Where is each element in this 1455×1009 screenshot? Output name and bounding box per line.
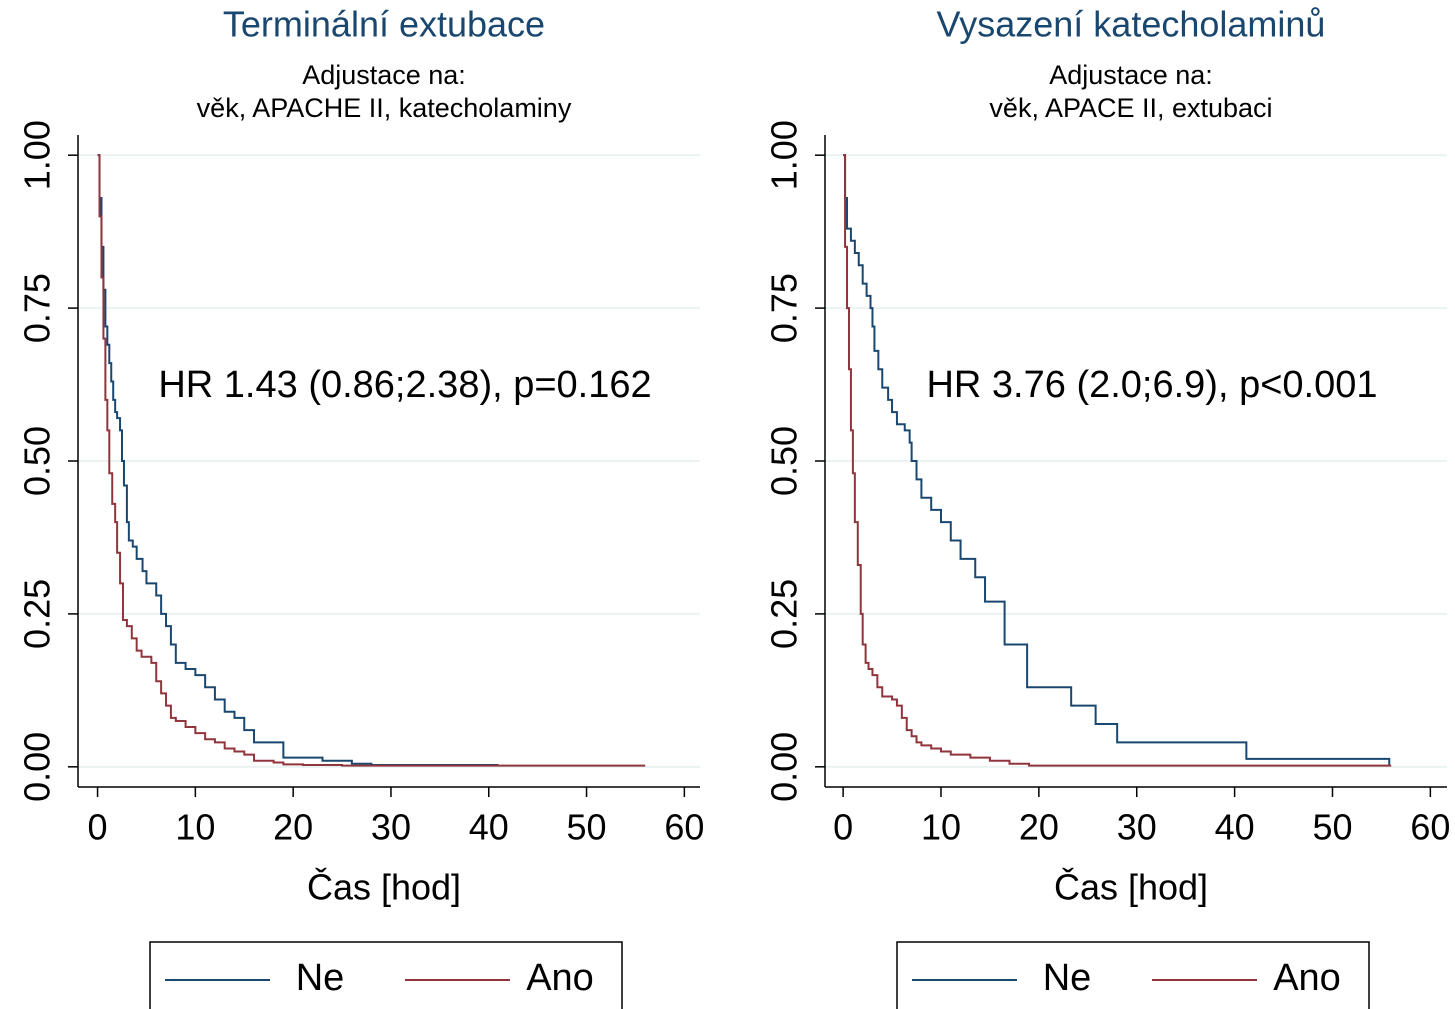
x-axis-label: Čas [hod] xyxy=(1054,867,1208,908)
y-tick-label: 0.25 xyxy=(764,579,805,649)
x-tick-label: 20 xyxy=(1019,807,1059,848)
x-tick-label: 40 xyxy=(469,807,509,848)
x-tick-label: 60 xyxy=(1410,807,1450,848)
survival-curve xyxy=(843,154,1391,765)
y-tick-label: 0.75 xyxy=(764,273,805,343)
x-tick-label: 0 xyxy=(88,807,108,848)
y-tick-label: 0.75 xyxy=(17,273,58,343)
x-tick-label: 50 xyxy=(1312,807,1352,848)
chart-subtitle: Adjustace na: xyxy=(1049,60,1213,90)
chart-subtitle: Adjustace na: xyxy=(302,60,466,90)
x-axis-label: Čas [hod] xyxy=(307,867,461,908)
survival-curve xyxy=(97,154,646,767)
legend-label: Ne xyxy=(296,957,345,999)
y-tick-label: 1.00 xyxy=(17,120,58,190)
survival-curve xyxy=(97,154,499,766)
y-tick-label: 0.00 xyxy=(17,732,58,802)
legend-box xyxy=(896,941,1370,1009)
annotation: HR 3.76 (2.0;6.9), p<0.001 xyxy=(926,364,1377,406)
chart-title: Vysazení katecholaminů xyxy=(937,4,1326,45)
chart-subtitle: věk, APACHE II, katecholaminy xyxy=(197,93,572,123)
legend-box xyxy=(149,941,623,1009)
y-tick-label: 0.25 xyxy=(17,579,58,649)
y-tick-label: 1.00 xyxy=(764,120,805,190)
y-tick-label: 0.00 xyxy=(764,732,805,802)
y-tick-label: 0.50 xyxy=(764,426,805,496)
x-tick-label: 30 xyxy=(371,807,411,848)
legend-label: Ano xyxy=(1273,957,1341,999)
x-tick-label: 60 xyxy=(664,807,704,848)
legend-label: Ne xyxy=(1043,957,1092,999)
chart-title: Terminální extubace xyxy=(223,4,545,45)
y-tick-label: 0.50 xyxy=(17,426,58,496)
survival-curve xyxy=(843,154,1392,767)
x-tick-label: 10 xyxy=(175,807,215,848)
x-tick-label: 50 xyxy=(567,807,607,848)
legend-label: Ano xyxy=(526,957,594,999)
x-tick-label: 40 xyxy=(1215,807,1255,848)
annotation: HR 1.43 (0.86;2.38), p=0.162 xyxy=(158,364,651,406)
chart-subtitle: věk, APACE II, extubaci xyxy=(989,93,1272,123)
x-tick-label: 30 xyxy=(1117,807,1157,848)
x-tick-label: 20 xyxy=(273,807,313,848)
x-tick-label: 10 xyxy=(921,807,961,848)
x-tick-label: 0 xyxy=(833,807,853,848)
